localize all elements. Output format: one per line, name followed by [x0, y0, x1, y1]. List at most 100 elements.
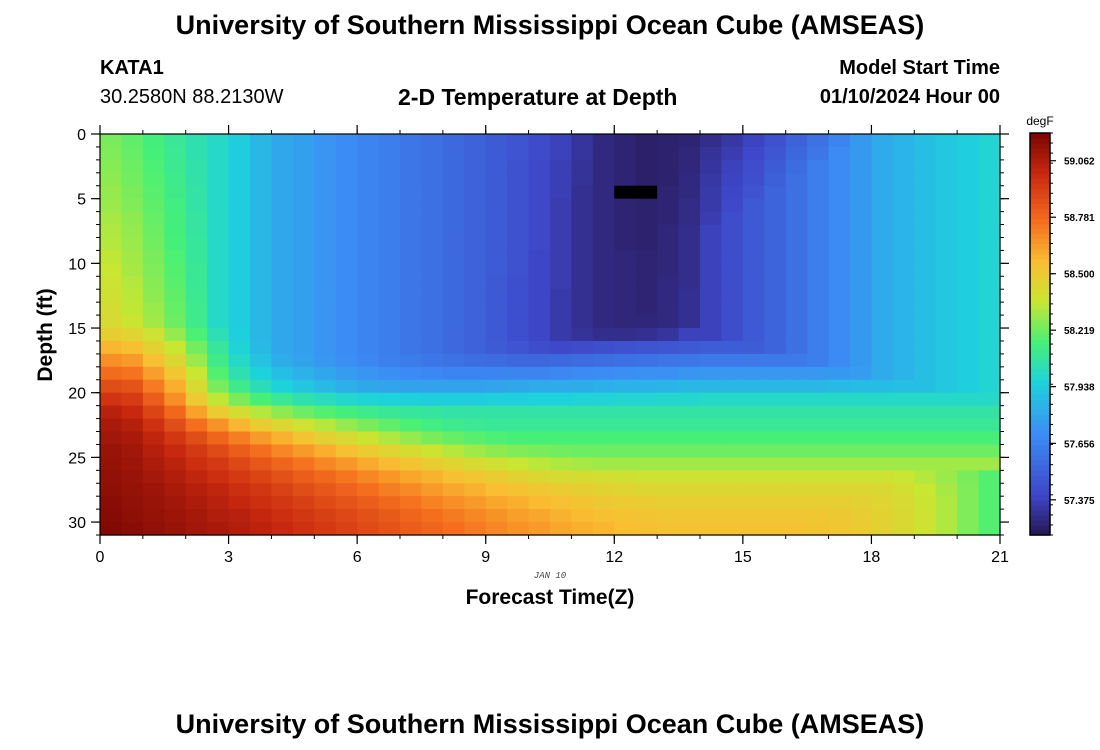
heatmap-cell: [635, 379, 658, 394]
heatmap-cell: [957, 263, 980, 277]
heatmap-cell: [100, 250, 123, 264]
heatmap-cell: [464, 522, 487, 536]
heatmap-cell: [292, 509, 315, 523]
heatmap-cell: [807, 276, 830, 290]
heatmap-cell: [935, 366, 958, 381]
heatmap-cell: [978, 276, 1001, 290]
heatmap-cell: [528, 444, 551, 458]
heatmap-cell: [485, 392, 508, 407]
heatmap-cell: [507, 392, 530, 407]
y-tick-label: 30: [68, 515, 86, 532]
heatmap-cell: [485, 483, 508, 497]
heatmap-cell: [507, 496, 530, 510]
heatmap-cell: [957, 276, 980, 290]
heatmap-cell: [614, 315, 637, 329]
heatmap-cell: [700, 522, 723, 536]
heatmap-cell: [400, 237, 423, 252]
heatmap-cell: [271, 522, 294, 536]
heatmap-cell: [678, 405, 701, 420]
heatmap-cell: [678, 302, 701, 316]
heatmap-cell: [742, 392, 765, 407]
heatmap-cell: [485, 224, 508, 239]
heatmap-cell: [807, 263, 830, 277]
heatmap-cell: [485, 340, 508, 355]
heatmap-cell: [185, 250, 208, 264]
heatmap-cell: [850, 250, 873, 264]
heatmap-cell: [828, 315, 851, 329]
heatmap-cell: [357, 457, 380, 471]
heatmap-cell: [571, 457, 594, 471]
heatmap-cell: [335, 172, 358, 187]
heatmap-cell: [464, 302, 487, 316]
heatmap-cell: [185, 470, 208, 484]
heatmap-cell: [507, 470, 530, 484]
x-tick-label: 15: [734, 549, 752, 566]
heatmap-cell: [957, 185, 980, 200]
heatmap-cell: [957, 405, 980, 420]
heatmap-cell: [871, 237, 894, 252]
heatmap-cell: [142, 444, 165, 458]
heatmap-cell: [142, 509, 165, 523]
heatmap-cell: [142, 276, 165, 290]
heatmap-cell: [464, 224, 487, 239]
heatmap-cell: [550, 185, 573, 200]
heatmap-cell: [292, 418, 315, 433]
colorbar-segment: [1030, 439, 1050, 446]
heatmap-cell: [914, 172, 937, 187]
heatmap-cell: [207, 237, 230, 252]
heatmap-cell: [378, 198, 401, 213]
heatmap-cell: [892, 509, 915, 523]
heatmap-cell: [678, 522, 701, 536]
heatmap-cell: [850, 146, 873, 161]
heatmap-cell: [635, 483, 658, 497]
heatmap-cell: [678, 496, 701, 510]
heatmap-cell: [978, 405, 1001, 420]
heatmap-cell: [850, 496, 873, 510]
footer-title: University of Southern Mississippi Ocean…: [175, 709, 925, 739]
heatmap-cell: [228, 366, 251, 381]
heatmap-cell: [421, 185, 444, 200]
heatmap-cell: [185, 276, 208, 290]
heatmap-cell: [742, 405, 765, 420]
heatmap-cell: [635, 392, 658, 407]
heatmap-cell: [592, 289, 615, 303]
heatmap-cell: [421, 522, 444, 536]
heatmap-cell: [678, 237, 701, 252]
heatmap-cell: [892, 185, 915, 200]
heatmap-cell: [635, 211, 658, 226]
heatmap-cell: [528, 340, 551, 355]
heatmap-cell: [657, 457, 680, 471]
heatmap-cell: [785, 237, 808, 252]
heatmap-cell: [700, 328, 723, 342]
heatmap-cell: [657, 237, 680, 252]
heatmap-cell: [785, 392, 808, 407]
heatmap-cell: [464, 353, 487, 368]
heatmap-cell: [614, 366, 637, 381]
heatmap-cell: [550, 470, 573, 484]
heatmap-cell: [978, 237, 1001, 252]
heatmap-cell: [785, 431, 808, 446]
heatmap-cell: [507, 198, 530, 213]
colorbar-segment: [1030, 354, 1050, 360]
heatmap-cell: [250, 522, 273, 536]
heatmap-cell: [228, 289, 251, 303]
heatmap-cell: [785, 198, 808, 213]
heatmap-cell: [185, 185, 208, 200]
heatmap-cell: [292, 483, 315, 497]
heatmap-cell: [978, 172, 1001, 187]
heatmap-cell: [292, 405, 315, 420]
heatmap-cell: [807, 470, 830, 484]
heatmap-cell: [421, 418, 444, 433]
heatmap-cell: [250, 263, 273, 277]
colorbar-segment: [1030, 263, 1050, 270]
heatmap-cell: [185, 509, 208, 523]
colorbar-segment: [1030, 143, 1050, 149]
heatmap-cell: [357, 263, 380, 277]
heatmap-cell: [892, 276, 915, 290]
heatmap-cell: [700, 237, 723, 252]
heatmap-cell: [528, 198, 551, 213]
heatmap-cell: [742, 289, 765, 303]
heatmap-cell: [914, 418, 937, 433]
heatmap-cell: [271, 444, 294, 458]
heatmap-cell: [228, 470, 251, 484]
